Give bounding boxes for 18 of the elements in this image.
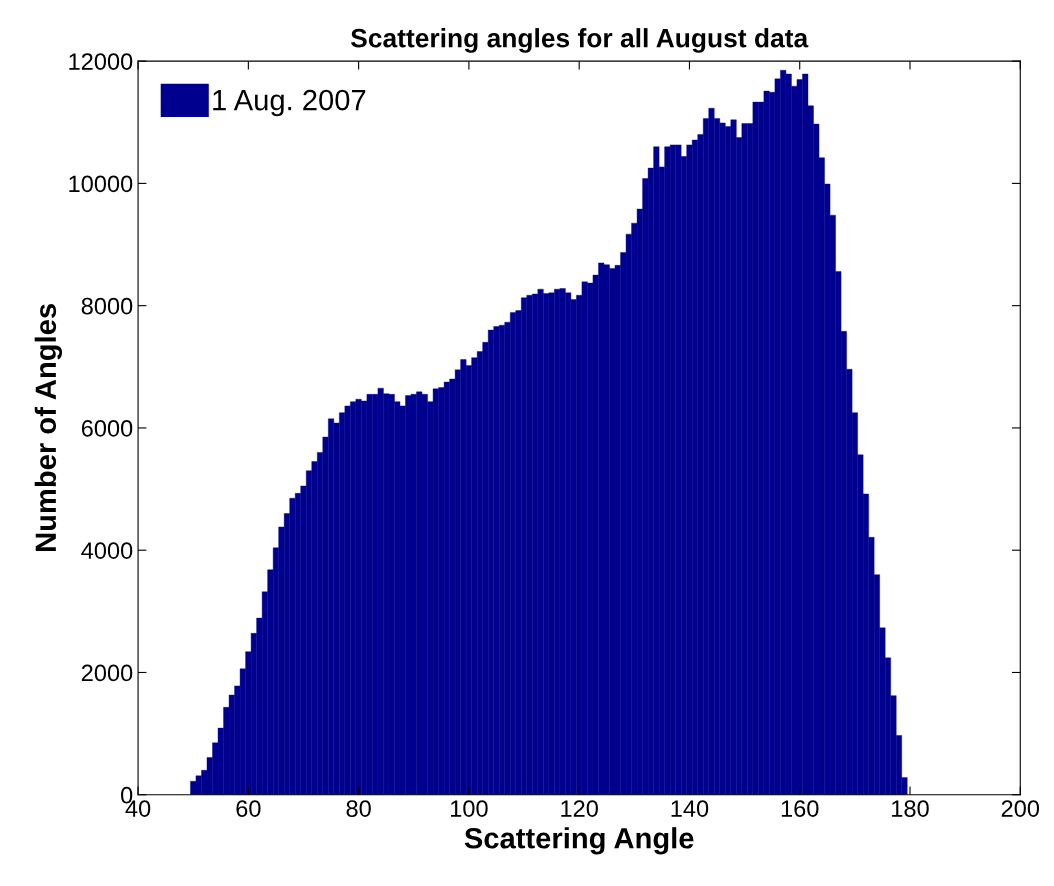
x-tick-label: 160 bbox=[781, 800, 819, 817]
y-tick-label: 6000 bbox=[81, 420, 133, 437]
chart-title: Scattering angles for all August data bbox=[350, 28, 809, 53]
x-tick-label: 120 bbox=[561, 800, 598, 817]
y-tick-label: 8000 bbox=[81, 297, 133, 315]
y-tick-label: 2000 bbox=[81, 664, 133, 682]
x-tick-label: 100 bbox=[451, 800, 488, 817]
x-tick-label: 80 bbox=[346, 800, 371, 817]
x-tick-label: 140 bbox=[671, 800, 709, 817]
y-tick-label: 10000 bbox=[69, 175, 133, 193]
y-tick-label: 12000 bbox=[69, 53, 133, 70]
x-tick-label: 200 bbox=[1001, 800, 1040, 817]
x-axis-title: Scattering Angle bbox=[464, 827, 694, 855]
y-axis-title: Number of Angles bbox=[34, 304, 63, 552]
y-tick-label: 4000 bbox=[81, 542, 133, 559]
legend-label: 1 Aug. 2007 bbox=[213, 89, 366, 117]
x-tick-label: 180 bbox=[892, 800, 929, 817]
x-tick-label: 60 bbox=[236, 800, 261, 817]
